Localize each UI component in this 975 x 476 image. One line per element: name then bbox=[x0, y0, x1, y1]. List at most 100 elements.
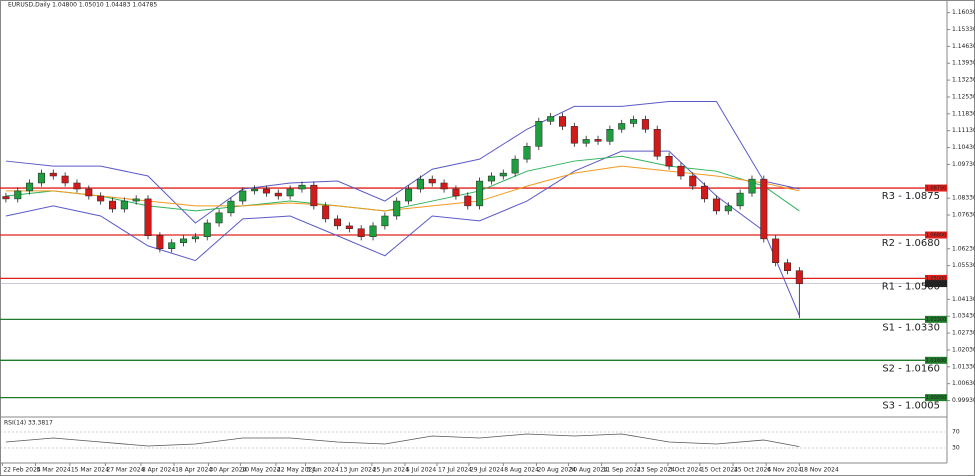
level-price-label: 1.03300 bbox=[926, 317, 947, 323]
candle-body bbox=[381, 215, 389, 227]
candle-body bbox=[594, 139, 602, 142]
candle-body bbox=[712, 198, 720, 212]
level-label: S2 - 1.0160 bbox=[882, 363, 940, 374]
x-tick-label: 15 Oct 2024 bbox=[701, 467, 738, 474]
indicator-line bbox=[5, 165, 800, 212]
candle-body bbox=[14, 190, 22, 200]
candle-body bbox=[333, 218, 342, 227]
y-tick-label: 1.16030 bbox=[952, 9, 975, 16]
candle-body bbox=[570, 126, 578, 144]
x-tick-label: 22 Feb 2024 bbox=[3, 467, 41, 474]
level-price-box bbox=[925, 231, 947, 239]
rsi-title: RSI(14) 33.3817 bbox=[4, 420, 53, 427]
candle-body bbox=[677, 165, 685, 177]
indicator-line bbox=[5, 150, 800, 316]
candle-body bbox=[108, 200, 117, 210]
candle-body bbox=[487, 175, 495, 182]
chart-title: EURUSD,Daily 1.04800 1.05010 1.04483 1.0… bbox=[8, 2, 157, 9]
level-price-label: 1.05000 bbox=[926, 276, 947, 282]
candle-body bbox=[274, 192, 282, 197]
candle-body bbox=[558, 116, 567, 127]
candle-body bbox=[298, 184, 306, 190]
candle-body bbox=[120, 200, 128, 210]
candle-body bbox=[393, 200, 401, 217]
x-tick-label: 18 Apr 2024 bbox=[175, 467, 212, 474]
candle-body bbox=[180, 238, 188, 243]
y-tick-label: 1.09730 bbox=[952, 161, 975, 168]
candle-body bbox=[535, 121, 543, 147]
candle-body bbox=[369, 225, 377, 237]
candle-body bbox=[97, 195, 105, 202]
candle-body bbox=[262, 188, 270, 194]
candle-body bbox=[61, 175, 69, 184]
y-tick-label: 1.11130 bbox=[952, 127, 975, 134]
candle-body bbox=[322, 205, 330, 220]
candle-body bbox=[736, 192, 744, 207]
level-price-box bbox=[925, 184, 947, 192]
level-price-label: 1.00050 bbox=[926, 395, 947, 401]
y-tick-label: 1.02730 bbox=[952, 330, 975, 337]
x-tick-label: 5 Jul 2024 bbox=[406, 467, 436, 474]
y-tick-label: 1.07630 bbox=[952, 212, 975, 219]
candle-body bbox=[760, 178, 768, 240]
y-tick-label: 1.10430 bbox=[952, 144, 975, 151]
x-tick-label: 29 Jul 2024 bbox=[470, 467, 504, 474]
last-price-box bbox=[925, 280, 947, 288]
x-tick-label: 11 Sep 2024 bbox=[603, 467, 641, 474]
level-label: S3 - 1.0005 bbox=[882, 401, 940, 412]
candle-body bbox=[203, 222, 211, 237]
x-tick-label: 8 Aug 2024 bbox=[504, 467, 539, 474]
y-tick-label: 1.03430 bbox=[952, 313, 975, 320]
x-tick-label: 5 Mar 2024 bbox=[37, 467, 71, 474]
candle-body bbox=[345, 225, 353, 230]
candle-body bbox=[85, 188, 93, 197]
x-tick-label: 6 Nov 2024 bbox=[767, 467, 802, 474]
candle-body bbox=[144, 198, 152, 236]
y-tick-label: 1.05530 bbox=[952, 262, 975, 269]
candle-body bbox=[499, 172, 507, 177]
candle-body bbox=[440, 182, 448, 190]
y-tick-label: 1.08330 bbox=[952, 195, 975, 202]
level-price-box bbox=[925, 315, 947, 323]
x-tick-label: 22 May 2024 bbox=[277, 467, 316, 474]
candle-body bbox=[464, 195, 472, 207]
x-tick-label: 10 May 2024 bbox=[241, 467, 280, 474]
x-tick-label: 25 Oct 2024 bbox=[734, 467, 771, 474]
candle-body bbox=[582, 139, 590, 144]
x-tick-label: 18 Nov 2024 bbox=[800, 467, 839, 474]
candle-body bbox=[168, 242, 176, 250]
candle-body bbox=[724, 205, 732, 212]
y-tick-label: 1.13930 bbox=[952, 60, 975, 67]
y-tick-label: 1.00630 bbox=[952, 380, 975, 387]
x-tick-label: 8 Apr 2024 bbox=[142, 467, 175, 474]
level-price-box bbox=[925, 356, 947, 364]
level-label: S1 - 1.0330 bbox=[882, 322, 940, 333]
x-tick-label: 20 Aug 2024 bbox=[537, 467, 576, 474]
rsi-tick-label: 30 bbox=[952, 445, 960, 452]
indicator-line bbox=[5, 155, 800, 212]
candle-body bbox=[357, 228, 365, 237]
candle-body bbox=[215, 212, 223, 224]
y-tick-label: 1.06230 bbox=[952, 245, 975, 252]
x-tick-label: 13 Jun 2024 bbox=[340, 467, 376, 474]
candle-body bbox=[416, 178, 424, 190]
candle-body bbox=[701, 185, 709, 200]
candle-body bbox=[689, 175, 697, 187]
candle-body bbox=[310, 184, 318, 207]
last-price-label: 1.04785 bbox=[926, 281, 947, 287]
y-tick-label: 1.04130 bbox=[952, 296, 975, 303]
candle-body bbox=[227, 200, 235, 214]
x-tick-label: 30 Aug 2024 bbox=[569, 467, 608, 474]
candle-body bbox=[783, 262, 792, 271]
candle-body bbox=[452, 188, 460, 197]
candle-body bbox=[772, 238, 780, 263]
candle-body bbox=[37, 172, 45, 184]
candle-body bbox=[26, 182, 34, 192]
x-tick-label: 3 Jun 2024 bbox=[307, 467, 339, 474]
candle-body bbox=[2, 196, 10, 200]
indicator-line bbox=[5, 101, 800, 224]
candle-body bbox=[191, 236, 199, 240]
rsi-line bbox=[5, 433, 800, 448]
candle-body bbox=[476, 180, 484, 207]
